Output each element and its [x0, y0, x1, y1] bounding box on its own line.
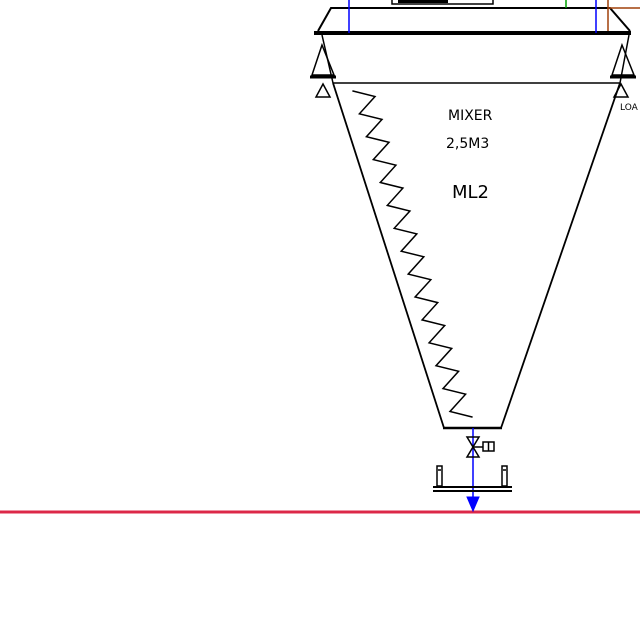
discharge-flange: [433, 465, 512, 492]
mixer-upper-band: [321, 34, 630, 84]
brown-pipe: [607, 0, 640, 31]
load-cell-side-label: LOA: [620, 103, 639, 113]
equipment-tag-label: ML2: [452, 182, 489, 203]
outlet-arrow-icon: [466, 496, 480, 513]
equipment-capacity-label: 2,5M3: [446, 136, 489, 152]
mixer-screw: [352, 90, 473, 418]
equipment-type-label: MIXER: [448, 108, 493, 124]
load-cell-left: [310, 42, 336, 98]
mixer-lid: [314, 0, 631, 35]
mixer-cone: [332, 82, 621, 430]
outlet-valve: [465, 436, 495, 458]
